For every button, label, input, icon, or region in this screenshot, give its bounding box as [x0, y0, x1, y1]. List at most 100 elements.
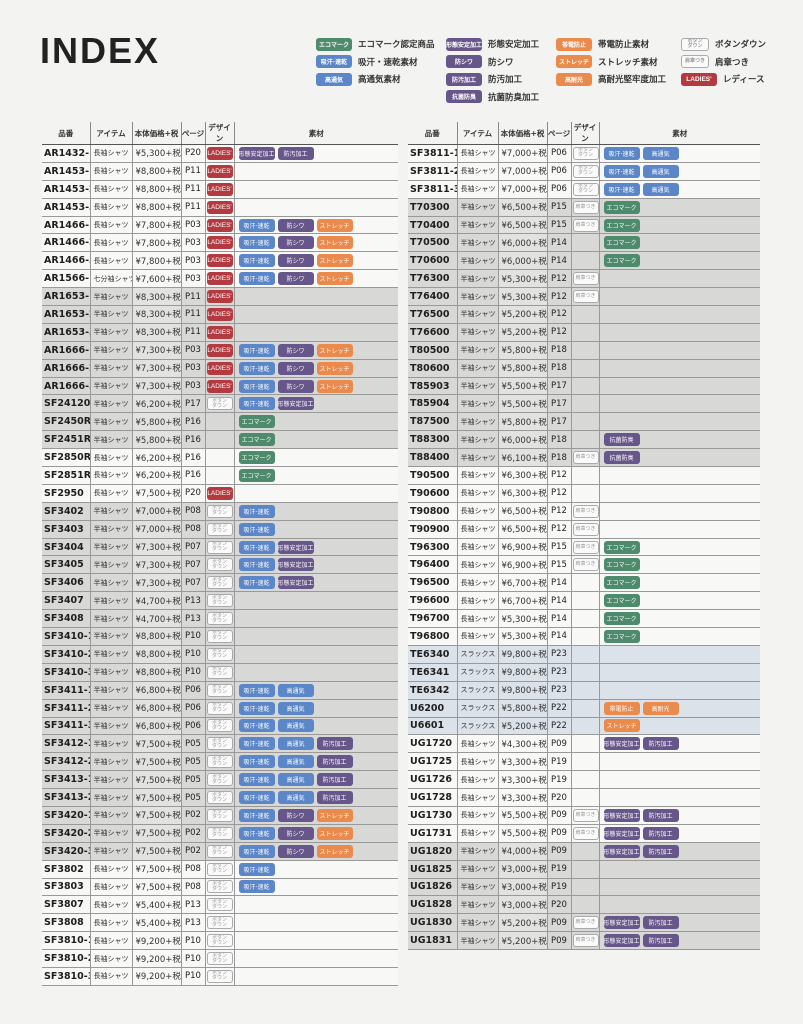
tag-boshiwa-badge: 防シワ: [446, 55, 482, 69]
price: ¥5,400+税: [132, 895, 182, 915]
tag-label-line: ボタン: [211, 791, 227, 798]
price: ¥3,000+税: [498, 878, 548, 897]
page-number: P06: [547, 180, 572, 199]
price: ¥7,600+税: [132, 269, 182, 289]
tag-label-line: ボタン: [211, 397, 227, 404]
product-code: UG1731: [408, 824, 458, 843]
tag-bosen-badge: 防汚加工: [642, 737, 679, 751]
item-type: 長袖シャツ: [457, 824, 499, 843]
legend-item-kotsuki: 高通気 高通気素材: [316, 72, 435, 87]
page-number: P22: [547, 717, 572, 736]
table-row: SF3405 半袖シャツ ¥7,300+税 P07 ボタン ダウン 吸汗·速乾 形態安定加工: [42, 555, 398, 575]
tag-label-line: 肩章つき: [575, 507, 596, 514]
design-cell: ボタン ダウン: [205, 681, 235, 700]
tag-kyukan-badge: 吸汗·速乾: [603, 146, 640, 160]
col-header-material: 素材: [234, 122, 398, 145]
price: ¥5,400+税: [132, 913, 182, 933]
tag-kyukan-badge: 吸汗·速乾: [238, 576, 275, 590]
page-number: P03: [181, 359, 206, 378]
legend-description: 高耐光堅牢度加工: [598, 75, 667, 86]
design-cell: [571, 394, 600, 414]
price: ¥6,000+税: [498, 430, 548, 450]
tag-label-line: ダウン: [211, 742, 227, 749]
table-row: SF3402 半袖シャツ ¥7,000+税 P08 ボタン ダウン 吸汗·速乾: [42, 502, 398, 521]
page-number: P16: [181, 412, 206, 432]
item-type: 半袖シャツ: [90, 341, 133, 360]
tag-epaulette-badge: 肩章つき: [572, 522, 598, 536]
tag-eco-badge: エコマーク: [603, 254, 640, 268]
tag-label-line: ボタン: [211, 916, 227, 923]
item-type: 半袖シャツ: [90, 359, 133, 378]
material-cell: 吸汗·速乾: [234, 878, 398, 897]
table-header-row: 品番 アイテム 本体価格+税 ページ デザイン 素材: [42, 122, 398, 145]
material-cell: [599, 770, 760, 790]
item-type: 半袖シャツ: [457, 305, 499, 324]
item-type: 長袖シャツ: [457, 752, 499, 772]
col-header-price: 本体価格+税: [132, 122, 182, 145]
tag-button-badge: ボタン ダウン: [206, 862, 233, 876]
material-cell: 吸汗·速乾 防シワ ストレッチ: [234, 806, 398, 825]
product-code: TE6342: [408, 681, 458, 700]
tag-keitai-badge: 形態安定加工: [603, 934, 640, 948]
legend-item-taiden: 帯電防止 帯電防止素材: [556, 37, 666, 52]
design-cell: [205, 448, 235, 468]
price: ¥8,800+税: [132, 198, 182, 217]
tag-kyukan-badge: 吸汗·速乾: [238, 737, 275, 751]
tag-kyukan-badge: 吸汗·速乾: [238, 862, 275, 876]
product-code: SF3412-1: [42, 734, 91, 754]
legend-description: エコマーク認定商品: [358, 40, 435, 51]
product-code: AR1666-3: [42, 377, 91, 396]
item-type: 半袖シャツ: [457, 394, 499, 414]
item-type: 半袖シャツ: [90, 520, 133, 539]
design-cell: ボタン ダウン: [205, 806, 235, 825]
page-number: P16: [181, 448, 206, 468]
tag-label-line: ダウン: [577, 170, 593, 177]
table-row: T96400 長袖シャツ ¥6,900+税 P15 肩章つき エコマーク: [408, 555, 760, 575]
item-type: スラックス: [457, 645, 499, 664]
col-header-code: 品番: [408, 122, 458, 145]
table-row: UG1820 半袖シャツ ¥4,000+税 P09 形態安定加工 防汚加工: [408, 842, 760, 861]
tag-label-line: ダウン: [211, 402, 227, 409]
page-number: P05: [181, 734, 206, 754]
tag-ladies-badge: LADIES': [681, 72, 717, 86]
product-code: T90600: [408, 484, 458, 503]
tag-eco-badge: エコマーク: [603, 576, 640, 590]
tag-label-line: ボタン: [211, 576, 227, 583]
col-header-material: 素材: [599, 122, 760, 145]
design-cell: ボタン ダウン: [571, 144, 600, 163]
tag-eco-badge: エコマーク: [238, 415, 275, 429]
page-number: P15: [547, 216, 572, 235]
tag-bosen-badge: 防汚加工: [316, 773, 353, 787]
tag-label-line: ボタン: [211, 880, 227, 887]
page-number: P19: [547, 860, 572, 879]
material-cell: [599, 466, 760, 485]
material-cell: 吸汗·速乾 高通気 防汚加工: [234, 752, 398, 772]
product-code: TE6340: [408, 645, 458, 664]
item-type: 半袖シャツ: [457, 233, 499, 253]
item-type: 半袖シャツ: [457, 430, 499, 450]
design-cell: 肩章つき: [571, 502, 600, 521]
page-number: P07: [181, 555, 206, 575]
page-number: P14: [547, 573, 572, 593]
tag-boshiwa-badge: 防シワ: [277, 218, 314, 232]
price: ¥3,300+税: [498, 752, 548, 772]
tag-kokin-badge: 抗菌防臭: [446, 90, 482, 104]
tag-button-badge: ボタン ダウン: [206, 522, 233, 536]
tag-button-badge: ボタン ダウン: [206, 916, 233, 930]
tag-keitai-badge: 形態安定加工: [446, 37, 482, 51]
table-row: TE6340 スラックス ¥9,800+税 P23: [408, 645, 760, 664]
tag-ladies-badge: LADIES': [206, 325, 233, 339]
price: ¥5,200+税: [498, 931, 548, 951]
product-code: SF3411-3: [42, 717, 91, 736]
tag-kyukan-badge: 吸汗·速乾: [238, 719, 275, 733]
product-code: SF3811-2: [408, 162, 458, 181]
product-code: UG1730: [408, 806, 458, 825]
tag-eco-badge: エコマーク: [238, 433, 275, 447]
page-number: P03: [181, 233, 206, 253]
material-cell: 吸汗·速乾: [234, 502, 398, 521]
item-type: 半袖シャツ: [90, 591, 133, 611]
page-number: P10: [181, 967, 206, 986]
tag-kyukan-badge: 吸汗·速乾: [238, 504, 275, 518]
table-row: T70600 半袖シャツ ¥6,000+税 P14 エコマーク: [408, 251, 760, 271]
table-row: AR1466-2長袖シャツ¥7,800+税P03LADIES'吸汗·速乾防シワス…: [42, 233, 398, 253]
